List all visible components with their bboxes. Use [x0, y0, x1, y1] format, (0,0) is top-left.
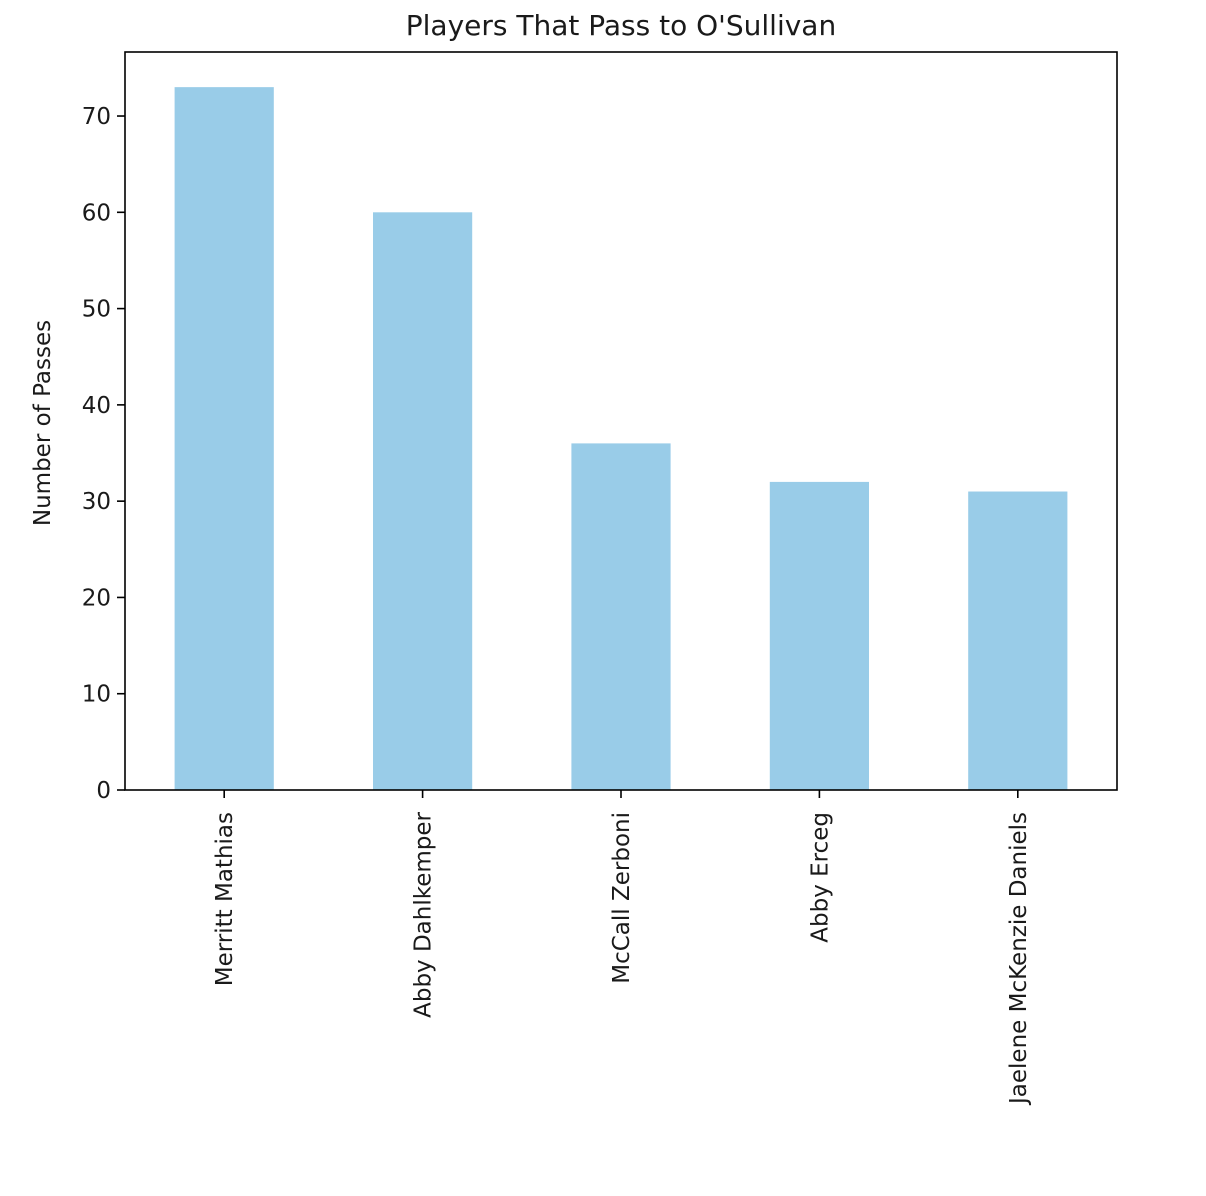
x-tick-label: McCall Zerboni	[609, 812, 635, 984]
bar	[174, 87, 274, 790]
bar	[968, 491, 1068, 790]
y-tick-label: 70	[82, 104, 111, 130]
x-tick-label: Jaelene McKenzie Daniels	[1006, 812, 1032, 1106]
y-tick-label: 60	[82, 200, 111, 226]
y-tick-label: 50	[82, 297, 111, 323]
y-tick-label: 40	[82, 393, 111, 419]
bar	[769, 481, 869, 790]
x-tick-label: Abby Dahlkemper	[411, 811, 437, 1017]
y-tick-label: 20	[82, 585, 111, 611]
plot-frame	[124, 51, 1118, 791]
x-tick-label: Abby Erceg	[807, 812, 833, 943]
bar	[571, 443, 671, 790]
y-tick-label: 0	[96, 778, 111, 804]
x-axis-ticks: Merritt Mathias Abby Dahlkemper McCall Zer…	[212, 790, 1032, 1106]
y-axis-label: Number of Passes	[30, 320, 56, 526]
y-tick-label: 10	[82, 682, 111, 708]
bar	[373, 212, 473, 790]
x-tick-label: Merritt Mathias	[212, 812, 238, 986]
y-axis-ticks: 0 10 20 30 40 50 60 70	[82, 104, 125, 804]
chart-title: Players That Pass to O'Sullivan	[406, 9, 836, 42]
y-tick-label: 30	[82, 489, 111, 515]
bars-group	[174, 87, 1068, 790]
